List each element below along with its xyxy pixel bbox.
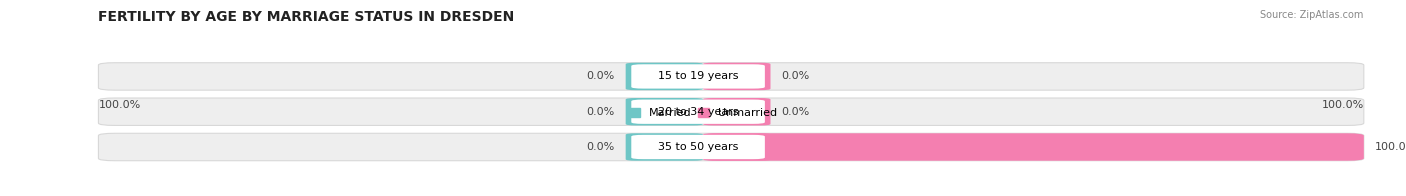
FancyBboxPatch shape: [703, 133, 770, 161]
FancyBboxPatch shape: [703, 133, 1364, 161]
Text: Source: ZipAtlas.com: Source: ZipAtlas.com: [1260, 10, 1364, 20]
FancyBboxPatch shape: [703, 63, 770, 90]
FancyBboxPatch shape: [631, 100, 765, 124]
Text: 35 to 50 years: 35 to 50 years: [658, 142, 738, 152]
FancyBboxPatch shape: [626, 63, 703, 90]
FancyBboxPatch shape: [98, 63, 1364, 90]
Text: 100.0%: 100.0%: [1375, 142, 1406, 152]
Text: 20 to 34 years: 20 to 34 years: [658, 107, 738, 117]
Text: 100.0%: 100.0%: [1322, 100, 1364, 110]
FancyBboxPatch shape: [98, 98, 1364, 125]
FancyBboxPatch shape: [703, 98, 770, 125]
FancyBboxPatch shape: [631, 135, 765, 159]
Text: 15 to 19 years: 15 to 19 years: [658, 71, 738, 82]
Text: 0.0%: 0.0%: [586, 107, 614, 117]
FancyBboxPatch shape: [631, 64, 765, 89]
Text: 0.0%: 0.0%: [782, 107, 810, 117]
Text: 100.0%: 100.0%: [98, 100, 141, 110]
FancyBboxPatch shape: [626, 98, 703, 125]
Legend: Married, Unmarried: Married, Unmarried: [624, 103, 782, 123]
Text: FERTILITY BY AGE BY MARRIAGE STATUS IN DRESDEN: FERTILITY BY AGE BY MARRIAGE STATUS IN D…: [98, 10, 515, 24]
Text: 0.0%: 0.0%: [782, 71, 810, 82]
Text: 0.0%: 0.0%: [586, 142, 614, 152]
Text: 0.0%: 0.0%: [586, 71, 614, 82]
FancyBboxPatch shape: [626, 133, 703, 161]
FancyBboxPatch shape: [98, 133, 1364, 161]
